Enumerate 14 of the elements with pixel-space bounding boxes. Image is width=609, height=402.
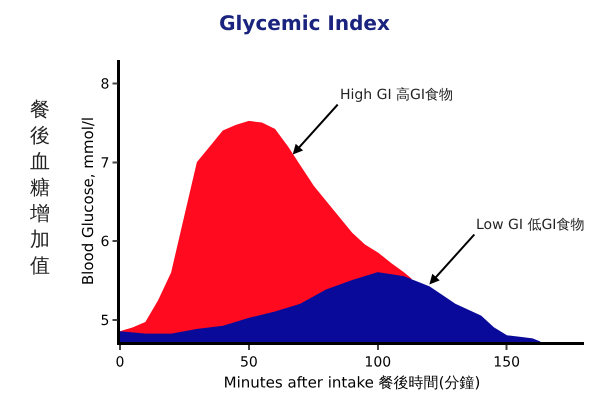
x-tick-label: 150	[493, 354, 520, 371]
annotation: High GI 高GI食物	[340, 87, 454, 103]
text: 餐後血糖增加值	[29, 97, 50, 277]
x-axis-title: Minutes after intake 餐後時間(分鐘)	[224, 374, 480, 392]
y-tick-label: 5	[100, 312, 110, 329]
y-tick-label: 6	[100, 234, 110, 250]
y-tick-label: 7	[100, 155, 110, 172]
y-tick-label: 8	[100, 76, 110, 93]
x-tick-label: 50	[240, 354, 258, 371]
chart-title: Glycemic Index	[219, 11, 390, 36]
x-tick-label: 100	[364, 354, 392, 371]
annotation: Low GI 低GI食物	[476, 217, 584, 233]
y-axis-title: Blood Glucose, mmol/l	[78, 116, 97, 286]
x-tick-label: 0	[116, 354, 124, 371]
